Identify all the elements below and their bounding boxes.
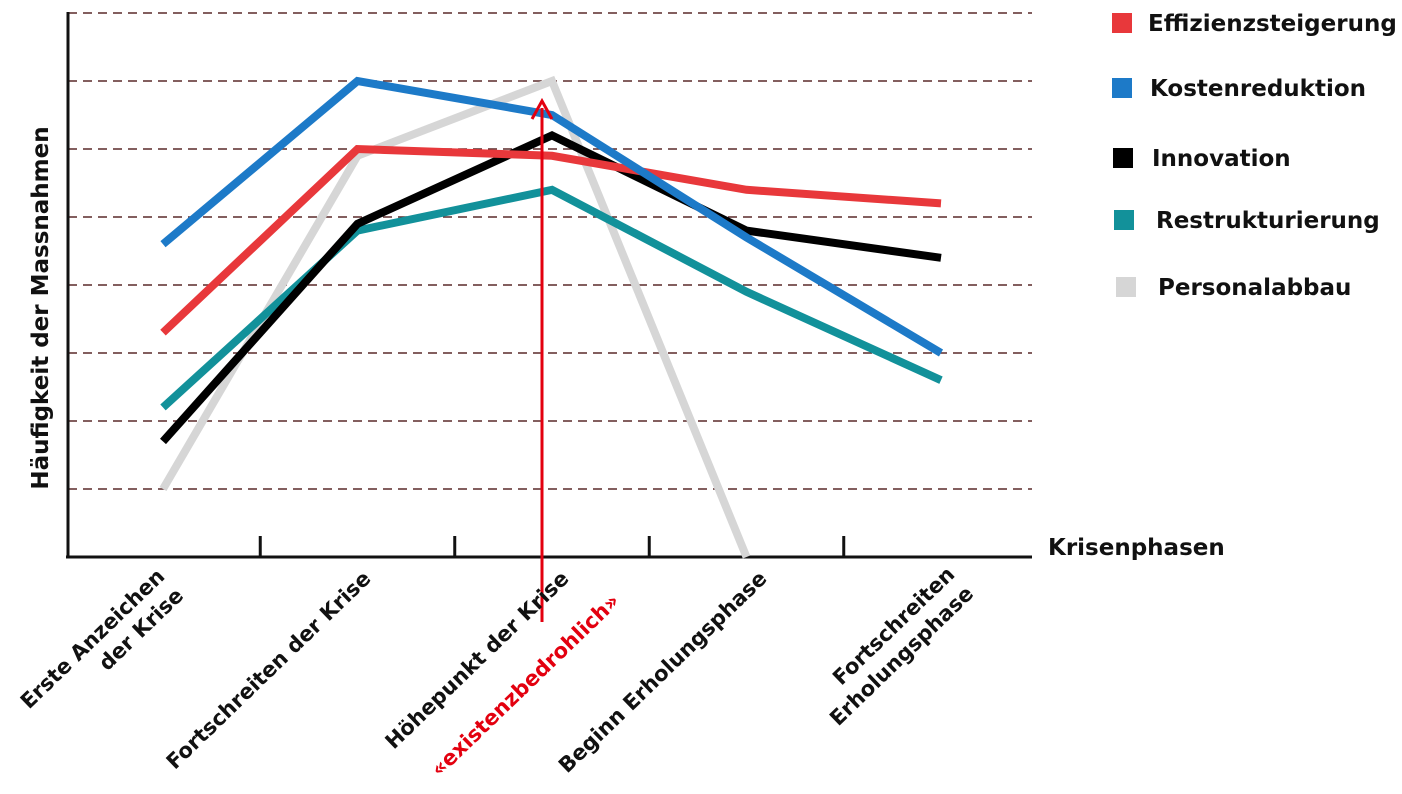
legend-item-effizienzsteigerung: Effizienzsteigerung <box>1112 11 1397 37</box>
legend-swatch <box>1116 277 1136 297</box>
series-line-kostenreduktion <box>160 76 944 357</box>
y-axis-label: Häufigkeit der Massnahmen <box>28 126 54 489</box>
annotation-arrow-head <box>530 97 554 120</box>
legend-item-personalabbau: Personalabbau <box>1116 275 1351 301</box>
legend-swatch <box>1112 78 1132 98</box>
series-line-innovation <box>160 130 942 445</box>
x-tick-label: Erste Anzeichender Krise <box>16 564 188 733</box>
series-lines <box>159 75 944 559</box>
axes <box>66 12 1032 559</box>
x-axis-label: Krisenphasen <box>1048 535 1225 561</box>
x-tick-label: FortschreitenErholungsphase <box>806 562 978 730</box>
x-tick-label: Beginn Erholungsphase <box>554 566 772 777</box>
series-line-restrukturierung <box>160 185 943 411</box>
series-line-effizienzsteigerung <box>160 144 942 336</box>
legend-item-kostenreduktion: Kostenreduktion <box>1112 76 1366 102</box>
legend-swatch <box>1114 210 1134 230</box>
legend-item-restrukturierung: Restrukturierung <box>1114 208 1380 234</box>
legend-label: Innovation <box>1152 146 1291 172</box>
legend-label: Effizienzsteigerung <box>1148 11 1397 37</box>
x-tick-label: Fortschreiten der Krise <box>162 566 376 774</box>
legend-item-innovation: Innovation <box>1113 146 1291 172</box>
legend: Effizienzsteigerung Kostenreduktion Innova… <box>1112 11 1397 301</box>
legend-swatch <box>1113 148 1133 168</box>
legend-label: Restrukturierung <box>1156 208 1380 234</box>
legend-label: Personalabbau <box>1158 275 1351 301</box>
legend-label: Kostenreduktion <box>1150 76 1366 102</box>
legend-swatch <box>1112 13 1132 33</box>
